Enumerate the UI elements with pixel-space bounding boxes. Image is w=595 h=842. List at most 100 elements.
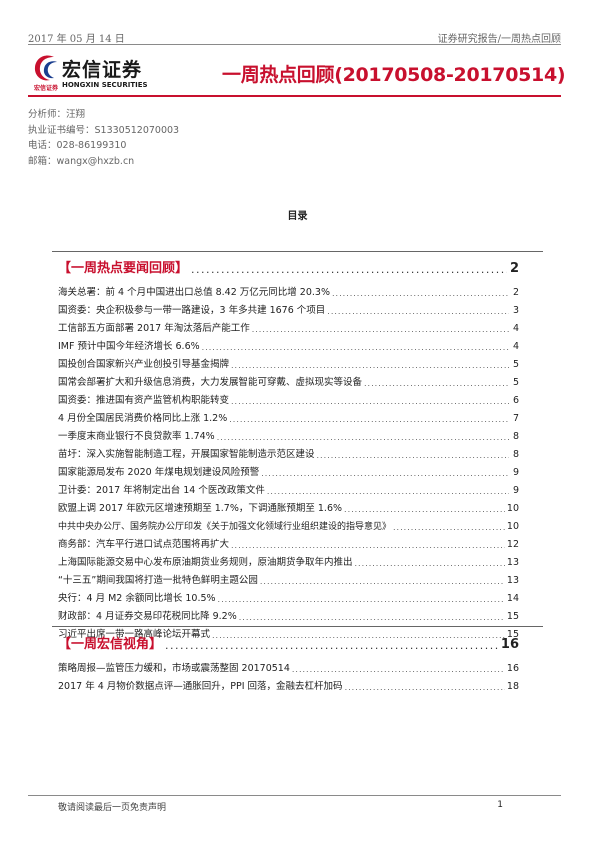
toc-item-page: 8 — [512, 449, 519, 460]
toc-leader — [355, 559, 505, 568]
toc-item-title: 国资委：央企积极参与一带一路建设，3 年多共建 1676 个项目 — [58, 305, 326, 316]
toc-item-page: 10 — [506, 503, 519, 514]
toc-leader — [317, 451, 509, 460]
toc-item[interactable]: 策略周报—监管压力缓和，市场或震荡整固 20170514 16 — [58, 658, 519, 674]
toc-leader — [231, 541, 505, 550]
toc-item-page: 8 — [512, 431, 519, 442]
toc-item-title: 2017 年 4 月物价数据点评—通胀回升，PPI 回落，金融去杠杆加码 — [58, 681, 343, 692]
toc-item-title: 习近平出席一带一路高峰论坛开幕式 — [58, 629, 211, 640]
toc-item-page: 16 — [506, 663, 519, 674]
toc-item[interactable]: 工信部五方面部署 2017 年淘汰落后产能工作 4 — [58, 318, 519, 334]
toc-item[interactable]: 苗圩：深入实施智能制造工程，开展国家智能制造示范区建设 8 — [58, 444, 519, 460]
footer-disclaimer: 敬请阅读最后一页免责声明 — [58, 803, 167, 813]
toc-leader — [393, 523, 505, 532]
toc-leader — [344, 505, 505, 514]
toc-item-title: 商务部：汽车平行进口试点范围将再扩大 — [58, 539, 230, 550]
toc-item[interactable]: 海关总署：前 4 个月中国进出口总值 8.42 万亿元同比增 20.3% 2 — [58, 282, 519, 298]
toc-item-page: 15 — [506, 629, 519, 640]
toc-item[interactable]: 财政部：4 月证券交易印花税同比降 9.2% 15 — [58, 606, 519, 622]
toc-item-page: 18 — [506, 681, 519, 692]
toc-item-page: 4 — [512, 341, 519, 352]
toc-item[interactable]: 2017 年 4 月物价数据点评—通胀回升，PPI 回落，金融去杠杆加码 18 — [58, 676, 519, 692]
toc-leader — [292, 665, 505, 674]
toc-item-page: 10 — [506, 521, 519, 532]
toc-item-title: 国投创合国家新兴产业创投引导基金揭牌 — [58, 359, 230, 370]
toc-item[interactable]: 卫计委：2017 年将制定出台 14 个医改政策文件 9 — [58, 480, 519, 496]
toc-item-page: 9 — [512, 467, 519, 478]
toc-item-page: 5 — [512, 359, 519, 370]
toc-item-title: 央行：4 月 M2 余额同比增长 10.5% — [58, 593, 216, 604]
toc-item-title: 卫计委：2017 年将制定出台 14 个医改政策文件 — [58, 485, 265, 496]
toc-item-title: 工信部五方面部署 2017 年淘汰落后产能工作 — [58, 323, 250, 334]
toc-leader — [191, 263, 507, 276]
toc-top-divider — [52, 251, 543, 252]
toc-leader — [252, 325, 509, 334]
toc-leader — [332, 289, 509, 298]
toc-item-title: 国常会部署扩大和升级信息消费，大力发展智能可穿戴、虚拟现实等设备 — [58, 377, 363, 388]
toc-item[interactable]: IMF 预计中国今年经济增长 6.6% 4 — [58, 336, 519, 352]
toc-section-page: 16 — [500, 637, 519, 652]
footer-divider — [28, 795, 561, 796]
toc-item-title: 策略周报—监管压力缓和，市场或震荡整固 20170514 — [58, 663, 290, 674]
toc-item-title: IMF 预计中国今年经济增长 6.6% — [58, 341, 200, 352]
toc-item[interactable]: 央行：4 月 M2 余额同比增长 10.5% 14 — [58, 588, 519, 604]
toc-leader — [267, 487, 509, 496]
toc-leader — [218, 595, 505, 604]
header-divider — [28, 44, 561, 45]
toc-leader — [239, 613, 505, 622]
toc-leader — [327, 307, 509, 316]
toc-section-title: 【一周热点要闻回顾】 — [58, 261, 189, 276]
logo-name-cn: 宏信证券 — [62, 59, 143, 81]
analyst-license: 执业证书编号：S1330512070003 — [28, 124, 180, 136]
toc-leader — [345, 683, 505, 692]
toc-item[interactable]: 上海国际能源交易中心发布原油期货业务规则，原油期货争取年内推出 13 — [58, 552, 519, 568]
toc-item-title: 国资委：推进国有资产监管机构职能转变 — [58, 395, 230, 406]
report-type: 证券研究报告/一周热点回顾 — [437, 34, 561, 45]
toc-item[interactable]: 习近平出席一带一路高峰论坛开幕式 15 — [58, 624, 519, 640]
analyst-phone: 电话：028-86199310 — [28, 140, 127, 151]
toc-item[interactable]: 商务部：汽车平行进口试点范围将再扩大 12 — [58, 534, 519, 550]
toc-item[interactable]: 一季度末商业银行不良贷款率 1.74% 8 — [58, 426, 519, 442]
toc-item-title: 财政部：4 月证券交易印花税同比降 9.2% — [58, 611, 237, 622]
toc-item-title: 4 月份全国居民消费价格同比上涨 1.2% — [58, 413, 228, 424]
toc-item[interactable]: 国家能源局发布 2020 年煤电规划建设风险预警 9 — [58, 462, 519, 478]
toc-item-page: 15 — [506, 611, 519, 622]
analyst-email[interactable]: 邮箱：wangx@hxzb.cn — [28, 155, 135, 167]
toc-item[interactable]: 4 月份全国居民消费价格同比上涨 1.2% 7 — [58, 408, 519, 424]
company-logo: 宏信证券 宏信证券 HONGXIN SECURITIES — [32, 52, 162, 94]
toc-section-hongxin-view[interactable]: 【一周宏信视角】 16 — [58, 632, 519, 652]
toc-item[interactable]: 国资委：央企积极参与一带一路建设，3 年多共建 1676 个项目 3 — [58, 300, 519, 316]
logo-name-en: HONGXIN SECURITIES — [62, 81, 148, 89]
toc-item-page: 4 — [512, 323, 519, 334]
toc-item-title: 中共中央办公厅、国务院办公厅印发《关于加强文化领域行业组织建设的指导意见》 — [58, 522, 392, 532]
report-title: 一周热点回顾(20170508-20170514) — [222, 64, 566, 86]
analyst-name: 分析师：汪翔 — [28, 109, 86, 120]
toc-item[interactable]: 国常会部署扩大和升级信息消费，大力发展智能可穿戴、虚拟现实等设备 5 — [58, 372, 519, 388]
toc-leader — [364, 379, 509, 388]
toc-item[interactable]: 国资委：推进国有资产监管机构职能转变 6 — [58, 390, 519, 406]
toc-item-page: 13 — [506, 575, 519, 586]
toc-item-title: 苗圩：深入实施智能制造工程，开展国家智能制造示范区建设 — [58, 449, 315, 460]
toc-item-title: 海关总署：前 4 个月中国进出口总值 8.42 万亿元同比增 20.3% — [58, 287, 330, 298]
toc-heading: 目录 — [287, 211, 308, 222]
toc-item-page: 2 — [512, 287, 519, 298]
toc-item-title: 一季度末商业银行不良贷款率 1.74% — [58, 431, 215, 442]
toc-section-title: 【一周宏信视角】 — [58, 637, 163, 652]
toc-item-title: 国家能源局发布 2020 年煤电规划建设风险预警 — [58, 467, 260, 478]
toc-item-page: 3 — [512, 305, 519, 316]
toc-item-page: 9 — [512, 485, 519, 496]
title-divider — [28, 95, 561, 97]
toc-item[interactable]: “十三五”期间我国将打造一批特色鲜明主题公园 13 — [58, 570, 519, 586]
toc-item-page: 5 — [512, 377, 519, 388]
toc-leader — [231, 397, 509, 406]
toc-item-title: 欧盟上调 2017 年欧元区增速预期至 1.7%，下调通胀预期至 1.6% — [58, 503, 343, 514]
toc-section-hot-news[interactable]: 【一周热点要闻回顾】 2 — [58, 256, 519, 276]
toc-item[interactable]: 国投创合国家新兴产业创投引导基金揭牌 5 — [58, 354, 519, 370]
toc-item[interactable]: 欧盟上调 2017 年欧元区增速预期至 1.7%，下调通胀预期至 1.6% 10 — [58, 498, 519, 514]
toc-leader — [260, 577, 505, 586]
toc-item-page: 14 — [506, 593, 519, 604]
report-date: 2017 年 05 月 14 日 — [28, 34, 125, 45]
toc-leader — [229, 415, 509, 424]
toc-item[interactable]: 中共中央办公厅、国务院办公厅印发《关于加强文化领域行业组织建设的指导意见》 10 — [58, 516, 519, 532]
toc-item-page: 7 — [512, 413, 519, 424]
